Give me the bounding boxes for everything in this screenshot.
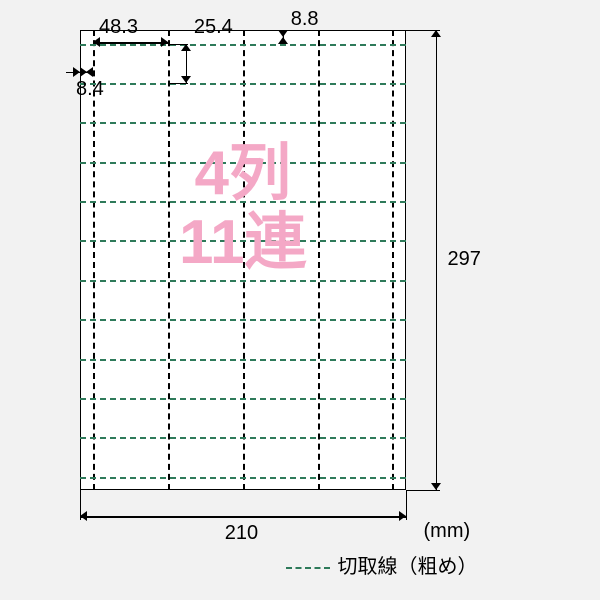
diagram-stage: 4列 11連 48.3 25.4 8.8 8.4 297 210 (mm) 切取線（粗め）	[0, 0, 600, 600]
row-perforation	[80, 319, 406, 321]
label-paper-height: 297	[448, 248, 481, 271]
row-perforation	[80, 122, 406, 124]
arrow	[181, 76, 191, 83]
dim-line	[93, 42, 168, 44]
legend: 切取線（粗め）	[286, 550, 478, 579]
arrow	[73, 67, 80, 77]
row-perforation	[80, 398, 406, 400]
arrow	[80, 511, 87, 521]
label-unit: (mm)	[424, 520, 471, 543]
ext	[406, 490, 407, 520]
row-perforation	[80, 83, 406, 85]
label-margin-left: 8.4	[76, 78, 104, 101]
dim-line	[436, 30, 438, 490]
arrow	[161, 37, 168, 47]
column-line	[392, 30, 394, 490]
label-cell-height: 25.4	[194, 16, 233, 39]
label-margin-top: 8.8	[291, 8, 319, 31]
row-perforation	[80, 437, 406, 439]
arrow	[431, 483, 441, 490]
arrow	[278, 37, 288, 44]
label-paper-width: 210	[225, 522, 258, 545]
arrow	[431, 30, 441, 37]
arrow	[181, 44, 191, 51]
ext	[406, 490, 440, 491]
overlay-text: 4列 11連	[132, 140, 353, 276]
row-perforation	[80, 44, 406, 46]
row-perforation	[80, 477, 406, 479]
dim-line	[80, 516, 406, 518]
ext	[168, 83, 188, 84]
ext	[168, 44, 188, 45]
label-cell-width: 48.3	[99, 16, 138, 39]
arrow	[86, 67, 93, 77]
row-perforation	[80, 280, 406, 282]
row-perforation	[80, 359, 406, 361]
arrow	[399, 511, 406, 521]
